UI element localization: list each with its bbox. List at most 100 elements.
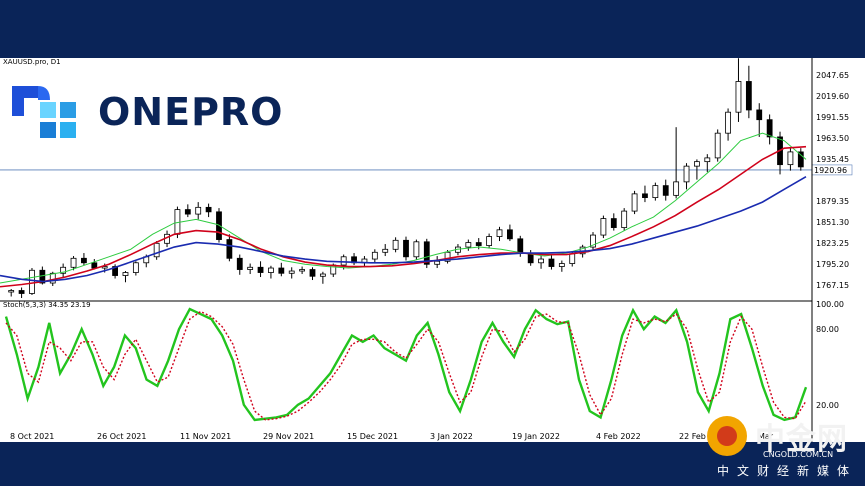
candle-down [91, 262, 98, 269]
candle-down [226, 239, 233, 259]
candle-up [29, 269, 35, 294]
candle-down [756, 109, 763, 121]
candle-down [403, 239, 409, 258]
date-tick-label: Mar [758, 432, 774, 441]
candle-down [548, 258, 555, 267]
mid-ma-line [0, 145, 807, 288]
candle-down [745, 81, 752, 111]
stoch-label: Stoch(5,3,3) 34.35 23.19 [3, 301, 91, 309]
candle-down [517, 238, 524, 254]
candle-down [205, 206, 212, 213]
stoch-tick-label: 80.00 [816, 325, 839, 334]
candle-up [288, 270, 295, 274]
candle-up [694, 161, 700, 167]
candle-up [444, 251, 451, 262]
candle-up [392, 239, 399, 250]
candle-up [673, 181, 680, 196]
price-tick-label: 1879.35 [816, 197, 849, 206]
price-tick-label: 1823.25 [816, 239, 849, 248]
date-tick-label: 26 Oct 2021 [97, 432, 146, 441]
candle-up [268, 267, 274, 273]
candle-down [610, 218, 617, 228]
candle-down [797, 151, 804, 168]
watermark-subtitle: 中文财经新媒体 [716, 464, 857, 478]
date-tick-label: 15 Dec 2021 [347, 432, 398, 441]
candle-up [600, 218, 607, 236]
candle-up [735, 81, 742, 113]
stoch-main-line [4, 307, 808, 422]
stoch-tick-label: 20.00 [816, 401, 839, 410]
candle-up [371, 251, 378, 260]
candle-up [434, 260, 441, 265]
candle-up [122, 272, 129, 276]
cngold-watermark: 中金网 CNGOLD.COM.CN 中文财经新媒体 [697, 410, 857, 484]
cngold-logo-icon [707, 416, 747, 456]
candle-down [18, 290, 25, 294]
candle-up [465, 242, 472, 248]
price-tick-label: 1851.30 [816, 218, 849, 227]
watermark-url: CNGOLD.COM.CN [763, 450, 834, 459]
candle-up [101, 266, 108, 269]
candle-down [184, 209, 191, 215]
onepro-logo-icon [12, 86, 76, 138]
brand-name: ONEPRO [98, 90, 284, 134]
candle-up [299, 269, 306, 272]
date-tick-label: 3 Jan 2022 [430, 432, 473, 441]
chart-panel: 2047.65 2019.60 1991.55 1963.50 1935.45 1879.… [0, 58, 865, 442]
candle-up [49, 272, 56, 284]
price-tick-label: 1963.50 [816, 134, 849, 143]
candle-up [8, 290, 15, 293]
price-tick-label: 2019.60 [816, 92, 849, 101]
candle-down [766, 119, 773, 138]
candle-up [132, 262, 139, 273]
candle-down [81, 257, 87, 264]
fast-ma-line [0, 132, 807, 284]
current-price-label: 1920.96 [814, 166, 847, 175]
candle-down [475, 242, 482, 246]
candle-up [725, 111, 731, 134]
candle-down [506, 229, 513, 240]
chart-symbol-label: XAUUSD.pro, D1 [3, 58, 61, 66]
candle-up [683, 165, 690, 183]
candle-up [153, 242, 160, 258]
candle-up [569, 253, 576, 264]
slow-ma-line [0, 175, 807, 283]
date-tick-label: 4 Feb 2022 [596, 432, 641, 441]
candle-up [195, 206, 202, 215]
candle-up [413, 241, 420, 258]
candle-down [257, 266, 264, 273]
candle-up [319, 273, 326, 277]
candle-up [70, 257, 77, 268]
candle-up [590, 234, 596, 248]
candle-up [496, 229, 503, 237]
candle-up [621, 210, 628, 228]
stoch-signal-line [5, 310, 807, 421]
candle-up [631, 193, 638, 212]
date-tick-label: 11 Nov 2021 [180, 432, 231, 441]
candle-down [309, 269, 316, 277]
candle-up [538, 258, 544, 264]
price-tick-label: 1991.55 [816, 113, 849, 122]
candle-up [247, 266, 254, 270]
candle-up [340, 256, 347, 266]
price-tick-label: 2047.65 [816, 71, 849, 80]
date-tick-label: 29 Nov 2021 [263, 432, 314, 441]
candle-down [112, 266, 118, 276]
candle-up [486, 236, 493, 246]
candle-down [642, 193, 648, 199]
onepro-logo: ONEPRO [8, 82, 282, 152]
candle-up [652, 185, 659, 199]
candle-down [236, 257, 243, 270]
candle-up [704, 157, 711, 163]
stoch-tick-label: 100.00 [816, 300, 844, 309]
candle-down [423, 241, 430, 265]
chart-canvas[interactable]: 2047.65 2019.60 1991.55 1963.50 1935.45 1879.… [0, 58, 865, 442]
price-tick-label: 1935.45 [816, 155, 849, 164]
candle-up [558, 263, 565, 267]
candle-up [714, 132, 721, 159]
date-tick-label: 22 Feb [679, 432, 706, 441]
candle-up [60, 266, 67, 274]
candle-up [382, 248, 389, 253]
date-tick-label: 8 Oct 2021 [10, 432, 54, 441]
candle-down [278, 267, 285, 274]
